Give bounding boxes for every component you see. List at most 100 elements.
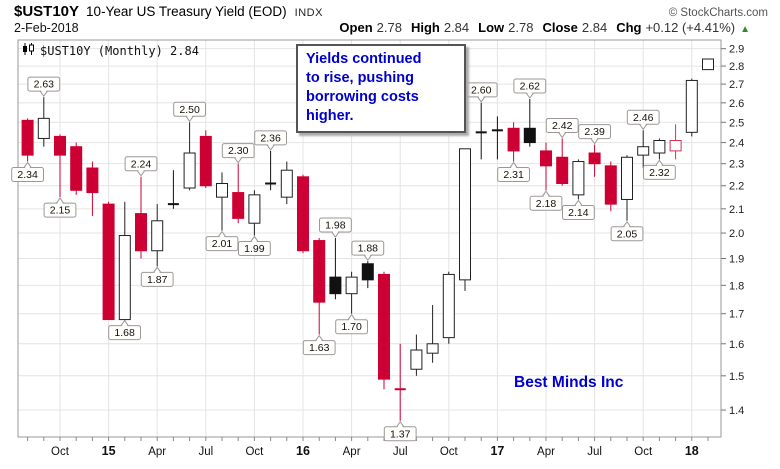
callout-value: 2.14 bbox=[568, 207, 589, 219]
callout-value: 2.32 bbox=[649, 167, 670, 179]
low-value: 2.78 bbox=[508, 20, 534, 35]
x-axis-label: Apr bbox=[343, 446, 361, 458]
price-callout-2.46: 2.46 bbox=[626, 109, 660, 131]
callout-value: 1.63 bbox=[309, 342, 330, 354]
callout-value: 2.05 bbox=[617, 228, 638, 240]
candle-mar-2017 bbox=[523, 99, 536, 147]
x-axis: Oct 15 Apr Jul Oct 16 Apr Jul Oct 17 Apr Jul Oct 18 bbox=[27, 437, 709, 458]
change-label: Chg bbox=[616, 20, 642, 35]
y-axis-label: 2.2 bbox=[729, 181, 744, 193]
high-value: 2.84 bbox=[443, 20, 470, 35]
price-callout-2.42: 2.42 bbox=[545, 117, 579, 139]
candle-dec-2017 bbox=[669, 124, 682, 160]
callout-value: 2.39 bbox=[584, 126, 605, 138]
candle-apr-2015 bbox=[151, 204, 164, 267]
y-axis-label: 1.9 bbox=[729, 254, 744, 266]
watermark: Best Minds Inc bbox=[514, 374, 624, 391]
x-axis-label: 17 bbox=[490, 444, 504, 458]
y-axis-label: 1.4 bbox=[729, 405, 744, 417]
callout-value: 1.98 bbox=[325, 220, 346, 232]
annotation-line: to rise, pushing bbox=[306, 70, 414, 86]
page-title: 10-Year US Treasury Yield (EOD) bbox=[86, 4, 287, 19]
annotation-line: Yields continued bbox=[306, 51, 422, 67]
callout-value: 1.99 bbox=[244, 243, 265, 255]
candle-jan-2016 bbox=[297, 174, 309, 254]
y-axis-label: 1.8 bbox=[729, 280, 744, 292]
y-axis-label: 2.6 bbox=[729, 98, 744, 110]
price-callout-2.60: 2.60 bbox=[464, 82, 498, 103]
x-axis-label: Apr bbox=[537, 446, 555, 458]
callout-value: 2.63 bbox=[34, 79, 55, 91]
candle-nov-2017 bbox=[653, 138, 666, 160]
exchange-tag: INDX bbox=[294, 7, 323, 19]
price-callout-2.14: 2.14 bbox=[562, 199, 595, 220]
price-callout-2.05: 2.05 bbox=[610, 220, 644, 242]
candle-dec-2014 bbox=[86, 161, 99, 216]
legend-label: $UST10Y (Monthly) 2.84 bbox=[40, 44, 199, 58]
price-callout-2.34: 2.34 bbox=[11, 161, 44, 183]
candle-mar-2016 bbox=[329, 238, 342, 300]
candle-feb-2015 bbox=[118, 201, 131, 329]
callout-value: 2.62 bbox=[520, 81, 541, 93]
candle-jun-2017 bbox=[572, 159, 585, 200]
x-axis-label: Jul bbox=[198, 446, 213, 458]
symbol: $UST10Y bbox=[14, 3, 80, 20]
callout-value: 1.88 bbox=[358, 243, 379, 255]
candle-may-2017 bbox=[556, 138, 569, 186]
candle-feb-2016 bbox=[313, 238, 326, 335]
price-callout-2.01: 2.01 bbox=[205, 230, 239, 252]
y-axis-label: 2.5 bbox=[729, 117, 744, 129]
plot-frame bbox=[17, 39, 722, 438]
quote-row: 2-Feb-2018 Open 2.78 High 2.84 Low 2.78 … bbox=[14, 20, 750, 35]
callout-value: 2.42 bbox=[552, 120, 573, 132]
candle-may-2016 bbox=[361, 261, 374, 289]
close-label: Close bbox=[542, 20, 578, 35]
price-callout-1.37: 1.37 bbox=[383, 420, 417, 442]
high-label: High bbox=[410, 20, 440, 35]
callout-value: 2.50 bbox=[179, 104, 200, 116]
x-axis-label: Jul bbox=[393, 446, 408, 458]
callout-value: 2.30 bbox=[228, 145, 249, 157]
close-value: 2.84 bbox=[581, 20, 608, 35]
candle-jan-2017 bbox=[491, 116, 503, 160]
candle-aug-2015 bbox=[216, 172, 228, 231]
candle-jul-2017 bbox=[588, 144, 601, 177]
price-callout-2.31: 2.31 bbox=[497, 161, 531, 183]
candle-aug-2014 bbox=[21, 118, 34, 162]
callout-value: 2.15 bbox=[50, 205, 71, 217]
candle-dec-2016 bbox=[475, 102, 487, 160]
candle-jul-2016 bbox=[394, 343, 406, 421]
x-axis-label: 16 bbox=[296, 444, 310, 458]
annotation-box: Yields continued to rise, pushing borrow… bbox=[296, 44, 466, 133]
candle-jun-2015 bbox=[183, 122, 196, 191]
price-callout-1.98: 1.98 bbox=[319, 217, 352, 238]
x-axis-label: Apr bbox=[148, 446, 166, 458]
callout-value: 2.01 bbox=[212, 238, 233, 250]
callout-value: 2.18 bbox=[536, 198, 557, 210]
x-axis-label: 15 bbox=[102, 444, 116, 458]
callout-value: 1.87 bbox=[147, 274, 168, 286]
price-callout-1.87: 1.87 bbox=[140, 266, 174, 287]
chart-legend: $UST10Y (Monthly) 2.84 bbox=[22, 42, 199, 60]
candle-nov-2015 bbox=[265, 150, 277, 191]
annotation-line: higher. bbox=[306, 108, 354, 124]
y-axis-label: 1.6 bbox=[729, 339, 744, 351]
y-axis: 1.4 1.5 1.6 1.7 1.8 1.9 2.0 2.1 2.2 2.3 2.4 2.5 2.6 2… bbox=[721, 44, 744, 417]
copyright: © StockCharts.com bbox=[668, 7, 768, 19]
x-axis-label: Oct bbox=[245, 446, 264, 458]
candle-jan-2018 bbox=[685, 78, 698, 137]
price-callout-2.15: 2.15 bbox=[43, 197, 77, 218]
open-value: 2.78 bbox=[376, 20, 402, 35]
y-axis-label: 2.3 bbox=[729, 159, 744, 171]
callout-value: 1.70 bbox=[341, 321, 362, 333]
price-callout-1.68: 1.68 bbox=[108, 319, 141, 341]
x-axis-label: Jul bbox=[587, 446, 602, 458]
candle-mar-2015 bbox=[135, 176, 147, 259]
candle-sep-2016 bbox=[426, 305, 439, 363]
callout-value: 2.60 bbox=[471, 84, 492, 96]
annotation-line: borrowing costs bbox=[306, 89, 419, 105]
y-axis-label: 2.1 bbox=[729, 204, 744, 216]
candle-oct-2017 bbox=[637, 130, 650, 169]
x-axis-label: 18 bbox=[685, 444, 699, 458]
